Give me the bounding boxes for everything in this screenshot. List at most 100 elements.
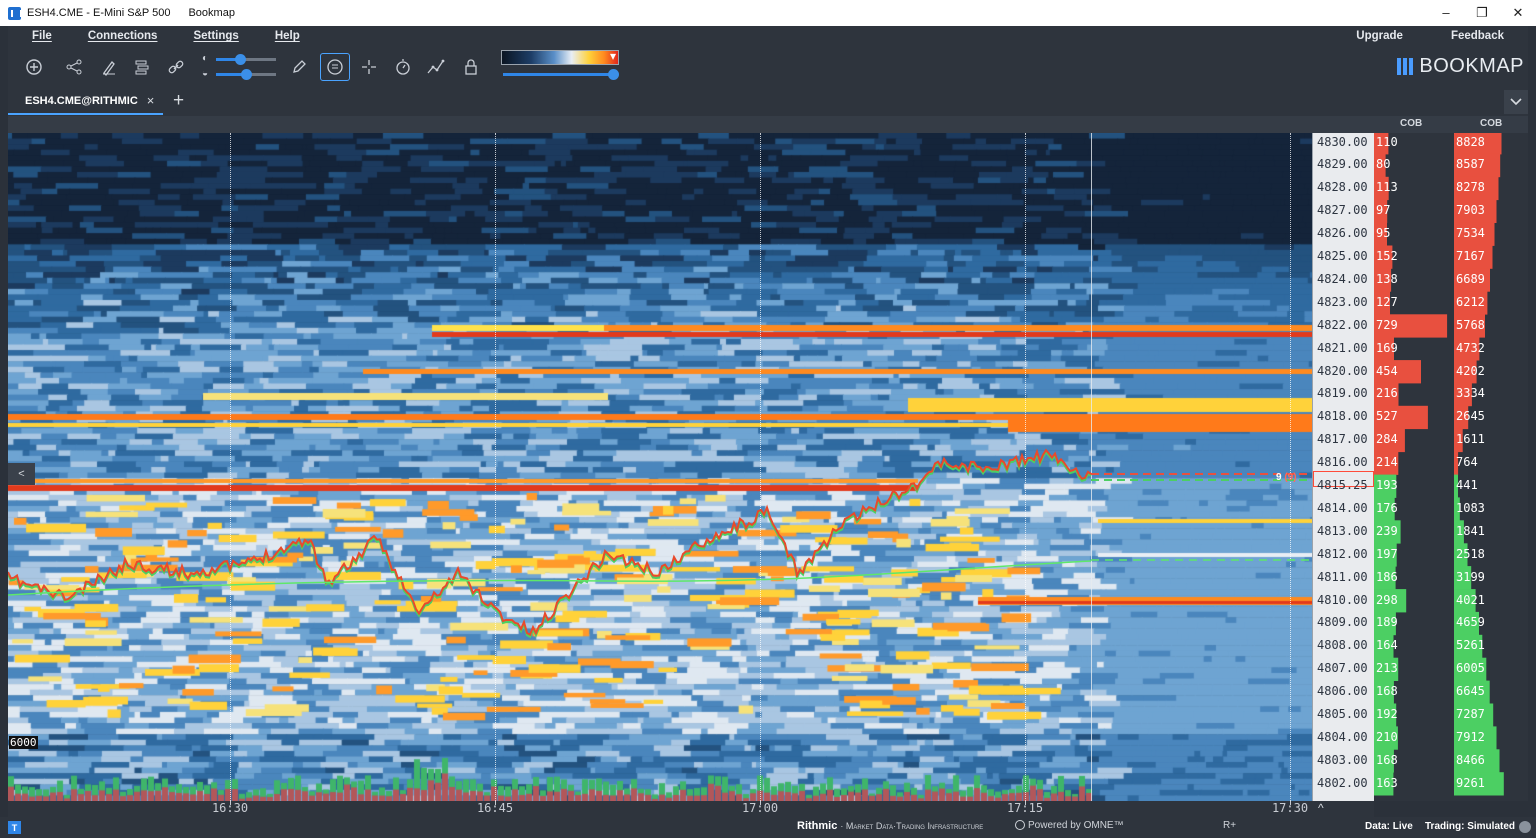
brightness-icon: ◐ (202, 53, 209, 64)
time-tick-label: 17:00 (741, 801, 779, 815)
contrast-slider[interactable] (216, 69, 276, 80)
omne-label: Powered by OMNE™ (1015, 820, 1124, 831)
price-level[interactable]: 4812.00 (1317, 546, 1368, 561)
heatmap-color-dropdown[interactable] (501, 49, 619, 65)
menu-connections[interactable]: Connections (87, 30, 158, 42)
price-level[interactable]: 4825.00 (1317, 249, 1368, 263)
layers-icon[interactable] (130, 55, 154, 79)
close-window-button[interactable]: ✕ (1512, 5, 1524, 20)
price-level[interactable]: 4807.00 (1317, 661, 1368, 676)
cob-value: 4732 (1456, 340, 1485, 355)
cob-bar (1374, 337, 1394, 361)
tab-menu-chevron-icon[interactable] (1504, 90, 1528, 114)
heatmap-chart[interactable]: < 6000 9 (9) (8, 133, 1312, 801)
price-level[interactable]: 4810.00 (1317, 592, 1368, 607)
cob-bar (1454, 589, 1476, 613)
data-status: Data: Live (1365, 821, 1413, 832)
last-trade-tag: 9 (9) (1276, 472, 1297, 483)
time-tick-mark (1290, 801, 1291, 805)
cob-value: 163 (1376, 775, 1398, 790)
heatmap-range-slider[interactable] (503, 69, 619, 80)
status-t-icon[interactable]: T (8, 821, 21, 834)
price-level[interactable]: 4824.00 (1317, 271, 1368, 286)
price-level[interactable]: 4818.00 (1317, 409, 1368, 424)
vwap-line (8, 560, 1092, 596)
minimize-button[interactable]: – (1442, 5, 1450, 20)
restore-button[interactable]: ❐ (1476, 5, 1488, 20)
share-icon[interactable] (62, 55, 86, 79)
cob-value: 213 (1376, 661, 1398, 676)
feedback-button[interactable]: Feedback (1450, 30, 1504, 42)
cob-bar (1454, 474, 1458, 498)
brightness-slider[interactable] (216, 54, 276, 65)
time-gridline (230, 133, 231, 801)
chat-icon[interactable] (320, 53, 350, 81)
cob-bar (1454, 566, 1472, 590)
price-level[interactable]: 4808.00 (1317, 638, 1368, 653)
price-level[interactable]: 4828.00 (1317, 180, 1368, 195)
price-level[interactable]: 4820.00 (1317, 363, 1368, 378)
lock-icon[interactable] (459, 55, 483, 79)
cob-value: 284 (1376, 432, 1398, 447)
cob-value: 441 (1456, 478, 1478, 492)
cob-bar (1374, 405, 1428, 430)
price-level[interactable]: 4809.00 (1317, 615, 1368, 630)
price-level[interactable]: 4802.00 (1317, 775, 1368, 790)
price-level[interactable]: 4813.00 (1317, 523, 1368, 538)
crosshair-icon[interactable] (357, 55, 381, 79)
collapse-panel-button[interactable]: < (8, 463, 35, 485)
link-icon[interactable] (164, 55, 188, 79)
cob-bars (1454, 133, 1504, 796)
tab-label: ESH4.CME@RITHMIC (25, 94, 138, 107)
cob-bar (1454, 245, 1493, 269)
price-level[interactable]: 4829.00 (1317, 157, 1368, 172)
price-level[interactable]: 4806.00 (1317, 684, 1368, 699)
cob-value: 216 (1376, 386, 1398, 401)
cob-value: 6689 (1456, 271, 1485, 286)
menu-settings[interactable]: Settings (193, 30, 239, 42)
price-level[interactable]: 4803.00 (1317, 752, 1368, 767)
close-tab-icon[interactable]: × (146, 93, 155, 108)
right-edge (1528, 26, 1536, 817)
cob-value: 5261 (1456, 638, 1485, 653)
cob-bar (1454, 680, 1490, 704)
cob-value: 1841 (1456, 523, 1485, 538)
tab-esh4[interactable]: ESH4.CME@RITHMIC × (8, 88, 163, 115)
price-level[interactable]: 4804.00 (1317, 729, 1368, 744)
price-level[interactable]: 4814.00 (1317, 500, 1368, 515)
price-level[interactable]: 4817.00 (1317, 432, 1368, 447)
price-level[interactable]: 4811.00 (1317, 569, 1368, 584)
cob-value: 210 (1376, 729, 1398, 744)
timer-icon[interactable] (391, 55, 415, 79)
add-tab-icon[interactable]: + (173, 90, 185, 111)
drawing-icon[interactable] (97, 55, 121, 79)
menu-help[interactable]: Help (274, 30, 300, 42)
upgrade-button[interactable]: Upgrade (1356, 30, 1403, 42)
new-chart-icon[interactable] (22, 55, 46, 79)
cob-bar (1374, 291, 1390, 315)
window-controls: – ❐ ✕ (1428, 5, 1536, 21)
price-level[interactable]: 4827.00 (1317, 203, 1368, 218)
current-price-label[interactable]: 4815.25 (1317, 478, 1368, 492)
cob-value: 197 (1376, 546, 1398, 561)
bookmap-logo: BOOKMAP (1397, 55, 1524, 78)
price-level[interactable]: 4805.00 (1317, 707, 1368, 721)
pencil-icon[interactable] (287, 55, 311, 79)
cob-value: 3334 (1456, 386, 1485, 401)
cob-value: 164 (1376, 638, 1398, 653)
price-level[interactable]: 4826.00 (1317, 226, 1368, 241)
price-level[interactable]: 4821.00 (1317, 340, 1368, 355)
cob-value: 729 (1376, 317, 1398, 332)
price-level[interactable]: 4823.00 (1317, 294, 1368, 309)
expand-ladder-button[interactable]: ^ (1312, 801, 1374, 817)
price-level[interactable]: 4819.00 (1317, 386, 1368, 401)
price-level[interactable]: 4830.00 (1317, 134, 1368, 149)
indicator-icon[interactable] (424, 55, 448, 79)
menu-file[interactable]: File (32, 30, 52, 42)
price-level[interactable]: 4822.00 (1317, 317, 1368, 332)
price-level[interactable]: 4816.00 (1317, 455, 1368, 470)
price-ladder[interactable]: 4830.00 4829.00 4828.00 4827.00 4826.00 4825.… (1312, 133, 1374, 801)
cob-value: 169 (1376, 340, 1398, 355)
cob-bar (1374, 268, 1392, 292)
